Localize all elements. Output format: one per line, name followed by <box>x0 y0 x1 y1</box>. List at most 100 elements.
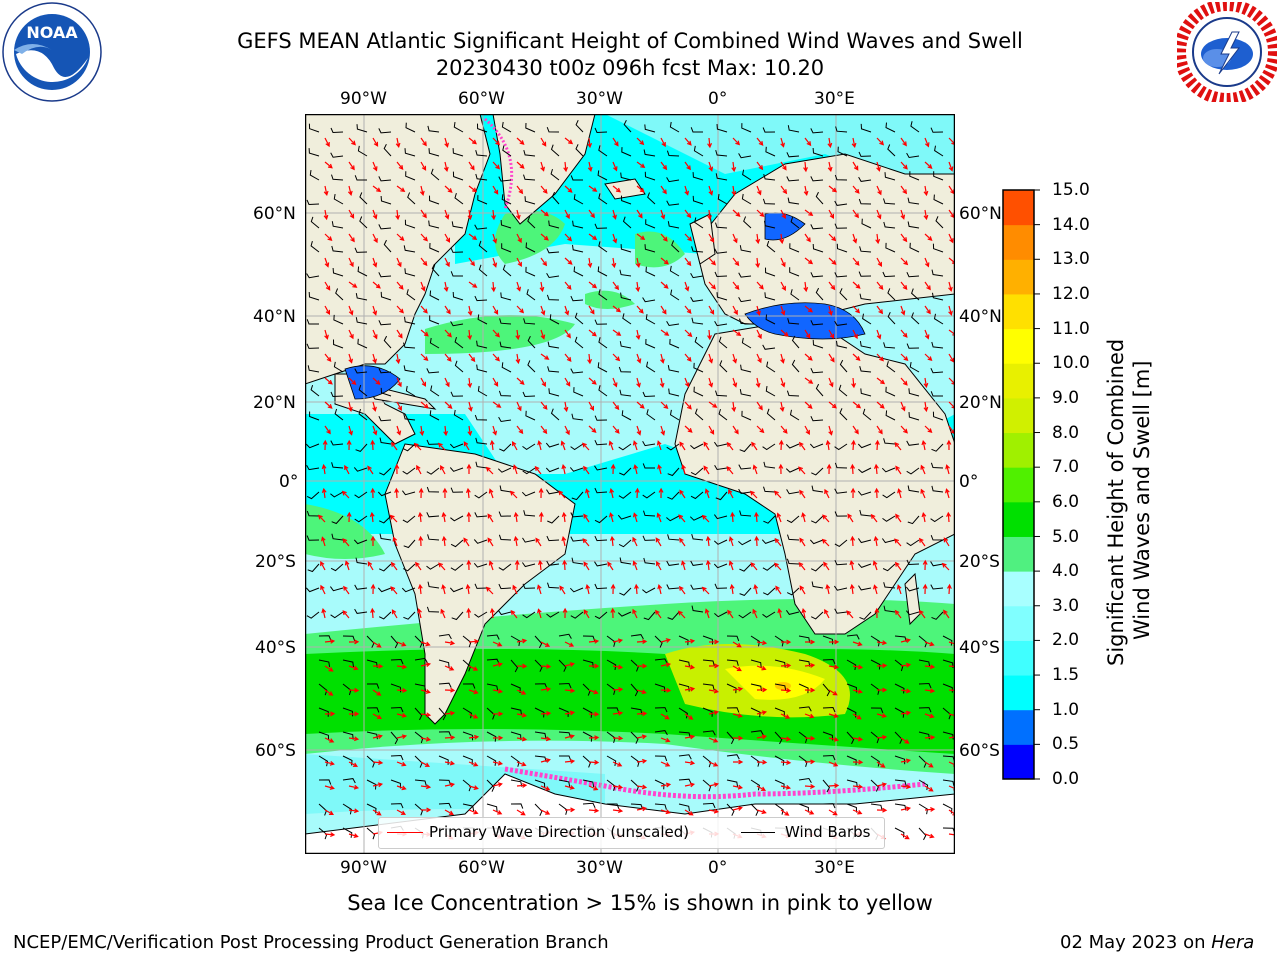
lon-tick-bottom: 60°W <box>458 858 505 878</box>
wind-barb <box>546 535 560 542</box>
wave-arrow <box>756 710 768 716</box>
wave-arrow <box>894 442 902 451</box>
wave-arrow <box>660 329 670 336</box>
wind-barb <box>810 415 824 422</box>
wind-barb <box>666 515 680 522</box>
wave-arrow <box>348 761 359 767</box>
wave-arrow <box>538 511 544 523</box>
wave-arrow <box>805 639 816 645</box>
wind-barb <box>462 803 475 812</box>
wind-barb <box>630 731 639 744</box>
wave-arrow <box>798 466 806 475</box>
wave-arrow <box>588 425 597 433</box>
wave-arrow <box>372 641 382 648</box>
wind-barb <box>810 611 824 620</box>
wave-arrow <box>774 537 782 547</box>
wind-barb <box>594 465 608 471</box>
wave-arrow <box>751 441 758 451</box>
wave-arrow <box>540 425 548 435</box>
wave-arrow <box>467 377 473 389</box>
wave-arrow <box>420 281 426 292</box>
wave-arrow <box>420 377 426 387</box>
wind-barb <box>353 467 368 472</box>
colorbar-tick-label: 3.0 <box>1052 595 1080 616</box>
wave-arrow <box>660 809 671 815</box>
wind-barb <box>694 408 704 421</box>
wave-arrow <box>564 257 573 265</box>
wave-arrow <box>635 257 641 269</box>
wind-barb <box>738 464 752 470</box>
wave-arrow <box>492 735 504 741</box>
colorbar-frame <box>1002 189 1035 780</box>
colorbar-tick-label: 13.0 <box>1052 249 1090 270</box>
wind-barb <box>331 245 344 253</box>
wind-barb <box>378 367 392 374</box>
wave-arrow <box>466 559 472 571</box>
wave-arrow <box>372 663 384 669</box>
wave-arrow <box>804 353 813 361</box>
wave-arrow <box>370 439 376 451</box>
wave-arrow <box>678 514 686 523</box>
wind-barb <box>551 191 560 205</box>
wind-barb <box>597 362 608 373</box>
wind-barb <box>534 731 547 739</box>
wind-barb <box>570 175 583 181</box>
wind-barb <box>306 199 320 206</box>
wave-arrow <box>708 688 720 694</box>
wave-arrow <box>348 639 360 645</box>
wind-barb <box>309 170 320 181</box>
wave-arrow <box>348 281 358 288</box>
wind-barb <box>618 443 632 451</box>
wind-barb <box>692 195 704 205</box>
wave-arrow <box>540 711 552 716</box>
wind-barb <box>678 803 690 812</box>
wave-arrow <box>874 607 880 619</box>
wind-barb <box>620 244 632 253</box>
wind-barb <box>521 491 536 497</box>
wind-barb <box>547 366 560 373</box>
wave-arrow <box>347 401 353 413</box>
wave-arrow <box>492 711 504 717</box>
wind-barb <box>786 176 800 182</box>
wave-arrow <box>367 561 374 571</box>
wave-arrow <box>492 161 501 170</box>
wave-arrow <box>948 734 955 740</box>
wave-arrow <box>876 137 885 146</box>
wind-barb <box>498 176 512 182</box>
wind-barb <box>501 362 512 373</box>
wind-barb <box>523 510 536 517</box>
colorbar-tick-label: 11.0 <box>1052 318 1090 339</box>
wave-arrow <box>732 305 738 316</box>
wave-arrow <box>701 586 710 595</box>
wind-barb <box>714 611 728 618</box>
wind-barb <box>689 515 704 521</box>
wind-barb <box>774 779 785 790</box>
wind-barb <box>669 265 680 277</box>
wave-arrow <box>780 760 792 765</box>
wind-barb <box>785 443 800 449</box>
wind-barb <box>647 192 656 205</box>
wind-barb <box>739 389 752 397</box>
wind-barb <box>764 220 776 229</box>
wind-barb <box>822 635 834 645</box>
wave-arrow <box>324 281 331 291</box>
wind-barb <box>622 216 632 229</box>
wind-barb <box>582 707 593 718</box>
wave-arrow <box>684 137 692 146</box>
wind-barb <box>858 467 872 474</box>
wind-barb <box>306 535 320 541</box>
wind-barb <box>403 342 416 349</box>
wind-barb <box>310 216 320 229</box>
wave-arrow <box>372 377 381 385</box>
wave-arrow <box>876 209 882 220</box>
wave-arrow <box>344 560 350 571</box>
wave-arrow <box>704 608 710 619</box>
wave-arrow <box>876 185 882 196</box>
wind-barb <box>739 563 752 572</box>
wave-arrow <box>708 737 719 743</box>
wave-arrow <box>780 736 792 742</box>
wind-barb <box>932 243 944 253</box>
colorbar-tick-label: 10.0 <box>1052 353 1090 374</box>
wave-arrow <box>852 736 864 742</box>
wave-arrow <box>588 185 598 192</box>
